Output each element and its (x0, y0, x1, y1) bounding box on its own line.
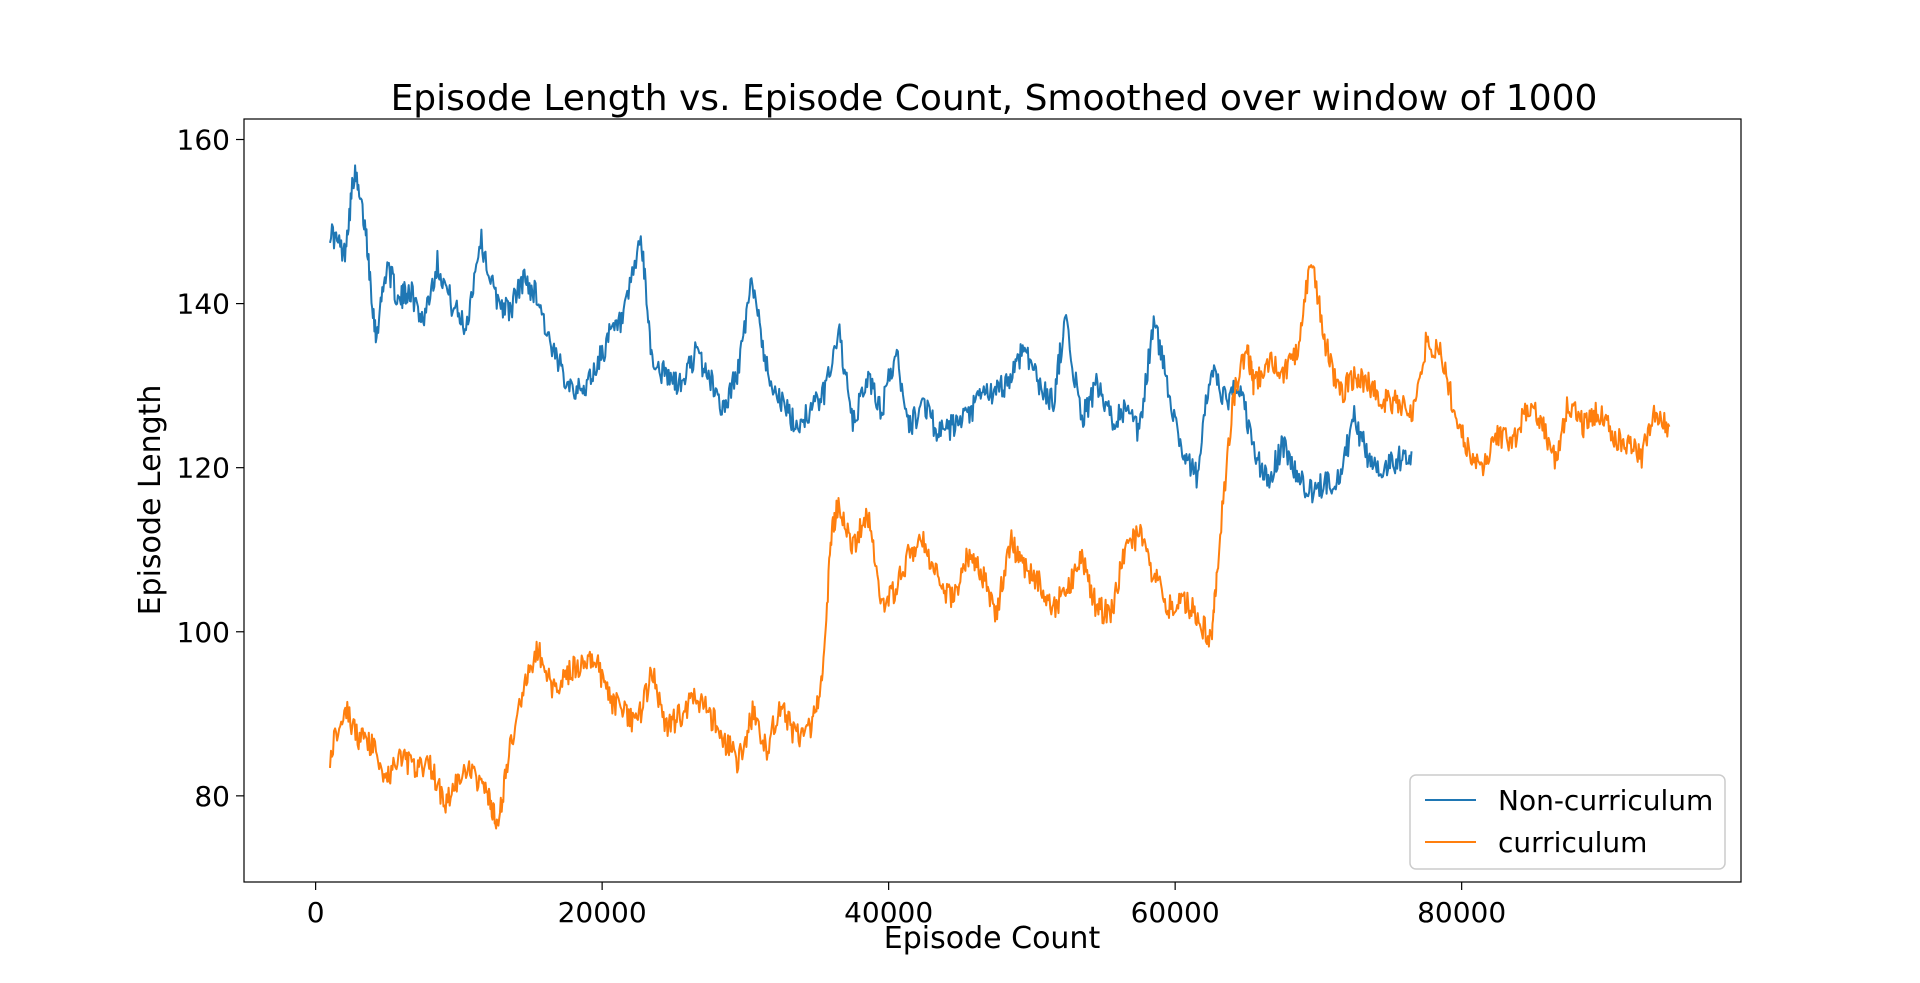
series-line-non-curriculum (329, 164, 1413, 504)
y-axis-ticks: 80 100 120 140 160 (177, 124, 244, 813)
x-axis-label: Episode Count (884, 921, 1101, 956)
y-tick-label: 100 (177, 616, 230, 649)
y-axis-label: Episode Length (133, 385, 168, 616)
legend: Non-curriculum curriculum (1409, 774, 1726, 870)
legend-label-curriculum: curriculum (1498, 826, 1647, 859)
legend-label-non-curriculum: Non-curriculum (1498, 784, 1713, 817)
x-tick-label: 40000 (844, 896, 933, 929)
series-line-curriculum (329, 264, 1671, 830)
x-tick-label: 20000 (558, 896, 647, 929)
y-tick-label: 80 (194, 780, 230, 813)
y-tick-label: 140 (177, 288, 230, 321)
plot-frame (243, 118, 1742, 883)
y-tick-label: 160 (177, 124, 230, 157)
x-tick-label: 60000 (1131, 896, 1220, 929)
x-tick-label: 0 (307, 896, 325, 929)
y-tick-label: 120 (177, 452, 230, 485)
x-tick-label: 80000 (1417, 896, 1506, 929)
plot-area (244, 119, 1741, 882)
x-axis-ticks: 0 20000 40000 60000 80000 (307, 882, 1506, 929)
chart-title: Episode Length vs. Episode Count, Smooth… (391, 78, 1598, 119)
series-layer (329, 164, 1671, 830)
legend-box (1409, 774, 1726, 870)
